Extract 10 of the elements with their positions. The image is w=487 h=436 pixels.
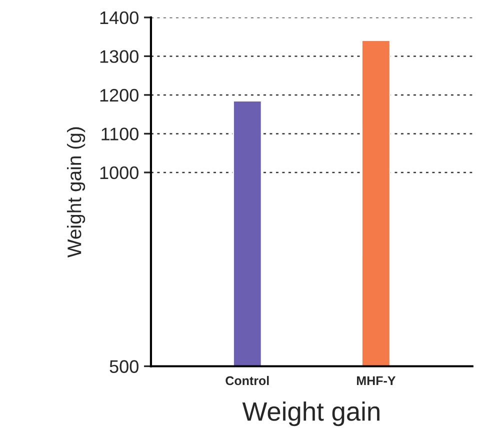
x-axis-title: Weight gain bbox=[242, 402, 380, 426]
y-tick-label: 1300 bbox=[100, 50, 138, 63]
x-tick-label: MHF-Y bbox=[357, 376, 396, 386]
y-tick-label: 1400 bbox=[100, 11, 138, 24]
y-tick-label: 1200 bbox=[100, 88, 138, 102]
x-tick-label: Control bbox=[226, 376, 269, 386]
y-tick-label: 500 bbox=[110, 360, 138, 373]
y-tick-label: 1100 bbox=[102, 128, 138, 140]
y-axis-title: Weight gain (g) bbox=[66, 127, 86, 258]
y-tick-label: 1000 bbox=[100, 166, 138, 180]
